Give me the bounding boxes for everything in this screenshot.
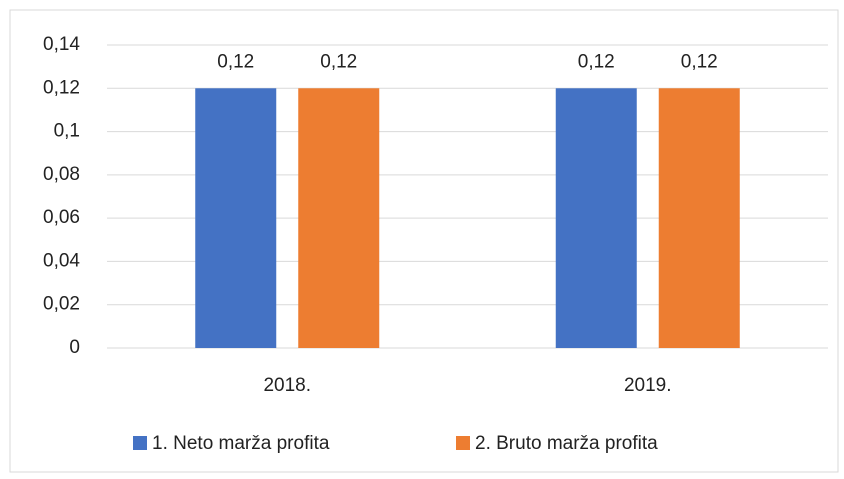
y-tick-label: 0,06 <box>43 207 80 228</box>
y-tick-label: 0,1 <box>54 121 80 142</box>
legend-swatch <box>456 436 470 450</box>
y-tick-label: 0,08 <box>43 164 80 185</box>
bar <box>555 88 637 349</box>
y-tick-label: 0,12 <box>43 77 80 98</box>
legend-swatch <box>133 436 147 450</box>
y-tick-label: 0 <box>69 337 80 358</box>
y-tick-label: 0,14 <box>43 34 80 55</box>
legend-label: 1. Neto marža profita <box>152 433 330 454</box>
data-label: 0,12 <box>681 51 718 72</box>
y-tick-label: 0,04 <box>43 250 80 271</box>
y-tick-label: 0,02 <box>43 294 80 315</box>
data-label: 0,12 <box>578 51 615 72</box>
data-label: 0,12 <box>320 51 357 72</box>
data-label: 0,12 <box>217 51 254 72</box>
bar <box>195 88 277 349</box>
x-tick-label: 2019. <box>624 375 672 396</box>
chart-border <box>9 9 839 473</box>
bar <box>298 88 380 349</box>
bar <box>658 88 740 349</box>
legend-label: 2. Bruto marža profita <box>475 433 658 454</box>
x-tick-label: 2018. <box>263 375 311 396</box>
